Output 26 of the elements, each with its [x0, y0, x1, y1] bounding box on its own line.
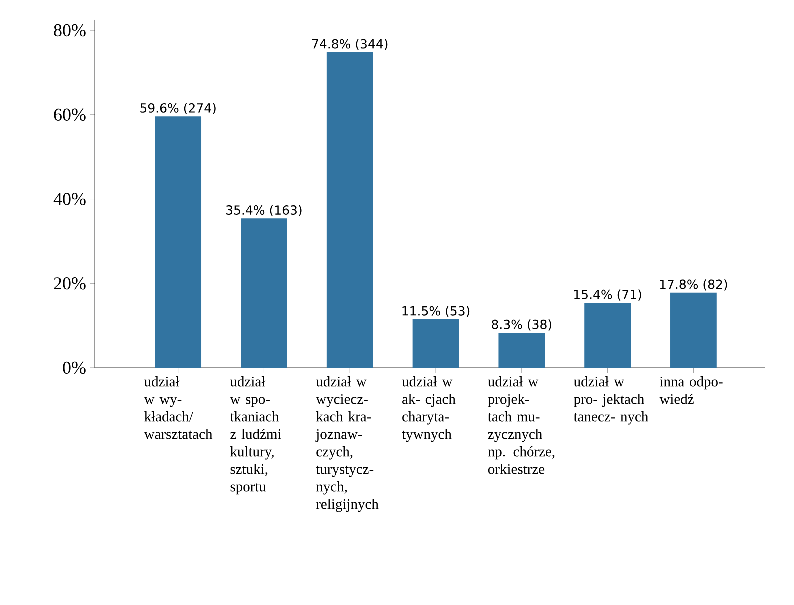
- data-label: 8.3% (38): [492, 320, 552, 331]
- x-tick-label: udział w ak- cjach charyta- tywnych: [402, 376, 456, 442]
- x-tick-label: udział w projek- tach mu- zycznych np. chórze, orkiestrze: [488, 376, 555, 474]
- data-label: 74.8% (344): [312, 39, 388, 50]
- y-tick-label: 0%: [63, 362, 86, 374]
- bar: [326, 52, 374, 368]
- x-tick-label: udział w wyciecz- kach kra- joznaw- czych, turystycz- nych, religijnych: [316, 376, 379, 512]
- bar: [584, 303, 631, 368]
- bar: [241, 218, 288, 368]
- bar: [412, 319, 460, 368]
- bar: [670, 292, 717, 368]
- data-label: 11.5% (53): [402, 306, 470, 318]
- x-tick-label: udział w pro- jektach tanecz- nych: [574, 376, 648, 425]
- x-tick-label: udział w spo- tkaniach z ludźmi kultury, sztuki, sportu: [230, 376, 282, 495]
- y-tick-label: 40%: [54, 193, 86, 206]
- y-tick-label: 60%: [54, 108, 86, 122]
- y-tick-label: 80%: [54, 24, 86, 37]
- bar: [498, 332, 546, 368]
- bar: [155, 116, 202, 368]
- x-tick-label: inna odpo- wiedź: [660, 376, 723, 404]
- data-label: 17.8% (82): [660, 280, 728, 291]
- data-label: 59.6% (274): [140, 103, 216, 114]
- data-label: 35.4% (163): [226, 205, 302, 216]
- data-label: 15.4% (71): [574, 290, 642, 301]
- y-tick-label: 20%: [54, 278, 86, 290]
- x-tick-label: udział w wy- kładach/ warsztatach: [144, 376, 213, 440]
